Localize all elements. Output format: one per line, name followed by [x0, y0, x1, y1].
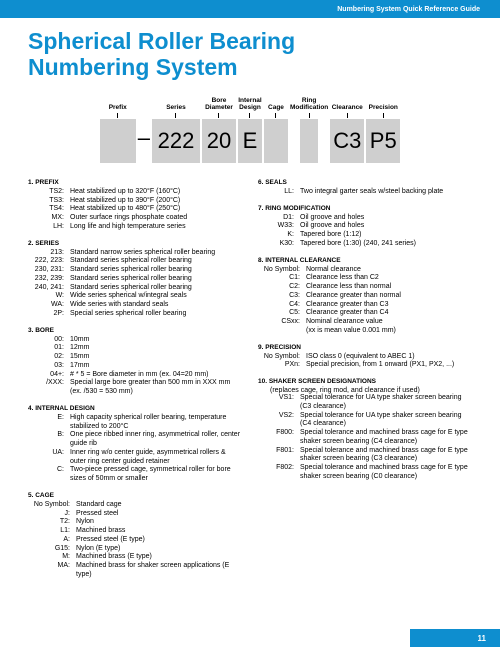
list-item: A:Pressed steel (E type) [28, 536, 242, 545]
list-item: 02:15mm [28, 353, 242, 362]
section-seals: 6. SEALSLL:Two integral garter seals w/s… [258, 179, 472, 197]
list-item: 230, 231:Standard series spherical rolle… [28, 266, 242, 275]
list-item: C4:Clearance greater than C3 [258, 301, 472, 310]
box-bore: 20 [202, 119, 236, 163]
box-cage [264, 119, 288, 163]
box-design: E [238, 119, 262, 163]
page-title: Spherical Roller Bearing Numbering Syste… [28, 28, 472, 81]
section-precision: 9. PRECISIONNo Symbol:ISO class 0 (equiv… [258, 344, 472, 371]
list-item: /XXX:Special large bore greater than 500… [28, 379, 242, 397]
list-item: 00:10mm [28, 336, 242, 345]
section-series: 2. SERIES213:Standard narrow series sphe… [28, 240, 242, 319]
col-bore: BoreDiameter 20 [202, 95, 236, 163]
col-clearance: Clearance C3 [330, 95, 364, 163]
list-item: E:High capacity spherical roller bearing… [28, 414, 242, 432]
list-item: G15:Nylon (E type) [28, 545, 242, 554]
right-column: 6. SEALSLL:Two integral garter seals w/s… [258, 179, 472, 588]
col-series: Series 222 [152, 95, 200, 163]
list-item: 213:Standard narrow series spherical rol… [28, 249, 242, 258]
list-item: C1:Clearance less than C2 [258, 274, 472, 283]
section-bore: 3. BORE00:10mm01:12mm02:15mm03:17mm04+:#… [28, 327, 242, 397]
list-item: PXn:Special precision, from 1 onward (PX… [258, 361, 472, 370]
list-item: C5:Clearance greater than C4 [258, 309, 472, 318]
section-ring-modification: 7. RING MODIFICATIOND1:Oil groove and ho… [258, 205, 472, 249]
list-item: No Symbol:Normal clearance [258, 266, 472, 275]
left-column: 1. PREFIXTS2:Heat stabilized up to 320°F… [28, 179, 242, 588]
list-item: J:Pressed steel [28, 510, 242, 519]
guide-title: Numbering System Quick Reference Guide [337, 6, 480, 13]
list-item: K30:Tapered bore (1:30) (240, 241 series… [258, 240, 472, 249]
section-cage: 5. CAGENo Symbol:Standard cageJ:Pressed … [28, 492, 242, 580]
list-item: 222, 223:Standard series spherical rolle… [28, 257, 242, 266]
list-item: LL:Two integral garter seals w/steel bac… [258, 188, 472, 197]
list-item: L1:Machined brass [28, 527, 242, 536]
list-item: 01:12mm [28, 344, 242, 353]
col-ring: RingModification [290, 95, 328, 163]
section-internal-clearance: 8. INTERNAL CLEARANCE No Symbol:Normal c… [258, 257, 472, 336]
list-item: MA:Machined brass for shaker screen appl… [28, 562, 242, 580]
col-prefix: Prefix [100, 95, 136, 163]
columns: 1. PREFIXTS2:Heat stabilized up to 320°F… [28, 179, 472, 588]
list-item: 2P:Special series spherical roller beari… [28, 310, 242, 319]
list-item: VS1:Special tolerance for UA type shaker… [258, 394, 472, 412]
list-item: VS2:Special tolerance for UA type shaker… [258, 412, 472, 430]
list-item: F802:Special tolerance and machined bras… [258, 464, 472, 482]
list-item: B:One piece ribbed inner ring, asymmetri… [28, 431, 242, 449]
col-precision: Precision P5 [366, 95, 400, 163]
page-number: 11 [478, 634, 486, 643]
list-item: LH:Long life and high temperature series [28, 223, 242, 232]
box-clearance: C3 [330, 119, 364, 163]
separator: – [138, 125, 150, 151]
box-series: 222 [152, 119, 200, 163]
box-prefix [100, 119, 136, 163]
list-item: No Symbol:ISO class 0 (equivalent to ABE… [258, 353, 472, 362]
col-cage: Cage [264, 95, 288, 163]
list-item: M:Machined brass (E type) [28, 553, 242, 562]
list-item: 240, 241:Standard series spherical rolle… [28, 284, 242, 293]
page-footer: 11 [410, 629, 500, 647]
page-content: Spherical Roller Bearing Numbering Syste… [0, 18, 500, 588]
section-shaker-screen: 10. SHAKER SCREEN DESIGNATIONS (replaces… [258, 378, 472, 482]
list-item: C:Two-piece pressed cage, symmetrical ro… [28, 466, 242, 484]
list-item: C3:Clearance greater than normal [258, 292, 472, 301]
list-item: UA:Inner ring w/o center guide, asymmetr… [28, 449, 242, 467]
list-item: TS2:Heat stabilized up to 320°F (160°C) [28, 188, 242, 197]
list-item: 04+:# * 5 = Bore diameter in mm (ex. 04=… [28, 371, 242, 380]
section-internal-design: 4. INTERNAL DESIGNE:High capacity spheri… [28, 405, 242, 484]
col-design: InternalDesign E [238, 95, 262, 163]
box-ring [300, 119, 318, 163]
list-item: WA:Wide series with standard seals [28, 301, 242, 310]
list-item: 03:17mm [28, 362, 242, 371]
box-precision: P5 [366, 119, 400, 163]
list-item: T2:Nylon [28, 518, 242, 527]
list-item: 232, 239:Standard series spherical rolle… [28, 275, 242, 284]
header-bar: Numbering System Quick Reference Guide [0, 0, 500, 18]
list-item: CSxx:Nominal clearance value [258, 318, 472, 327]
list-item: K:Tapered bore (1:12) [258, 231, 472, 240]
list-item: TS4:Heat stabilized up to 480°F (250°C) [28, 205, 242, 214]
section-prefix: 1. PREFIXTS2:Heat stabilized up to 320°F… [28, 179, 242, 232]
list-item: F801:Special tolerance and machined bras… [258, 447, 472, 465]
list-item: W33:Oil groove and holes [258, 222, 472, 231]
list-item: W:Wide series spherical w/integral seals [28, 292, 242, 301]
numbering-diagram: Prefix – Series 222 BoreDiameter 20 Inte… [28, 95, 472, 163]
list-item: D1:Oil groove and holes [258, 214, 472, 223]
list-item: F800:Special tolerance and machined bras… [258, 429, 472, 447]
list-item: No Symbol:Standard cage [28, 501, 242, 510]
list-item: MX:Outer surface rings phosphate coated [28, 214, 242, 223]
list-item: C2:Clearance less than normal [258, 283, 472, 292]
